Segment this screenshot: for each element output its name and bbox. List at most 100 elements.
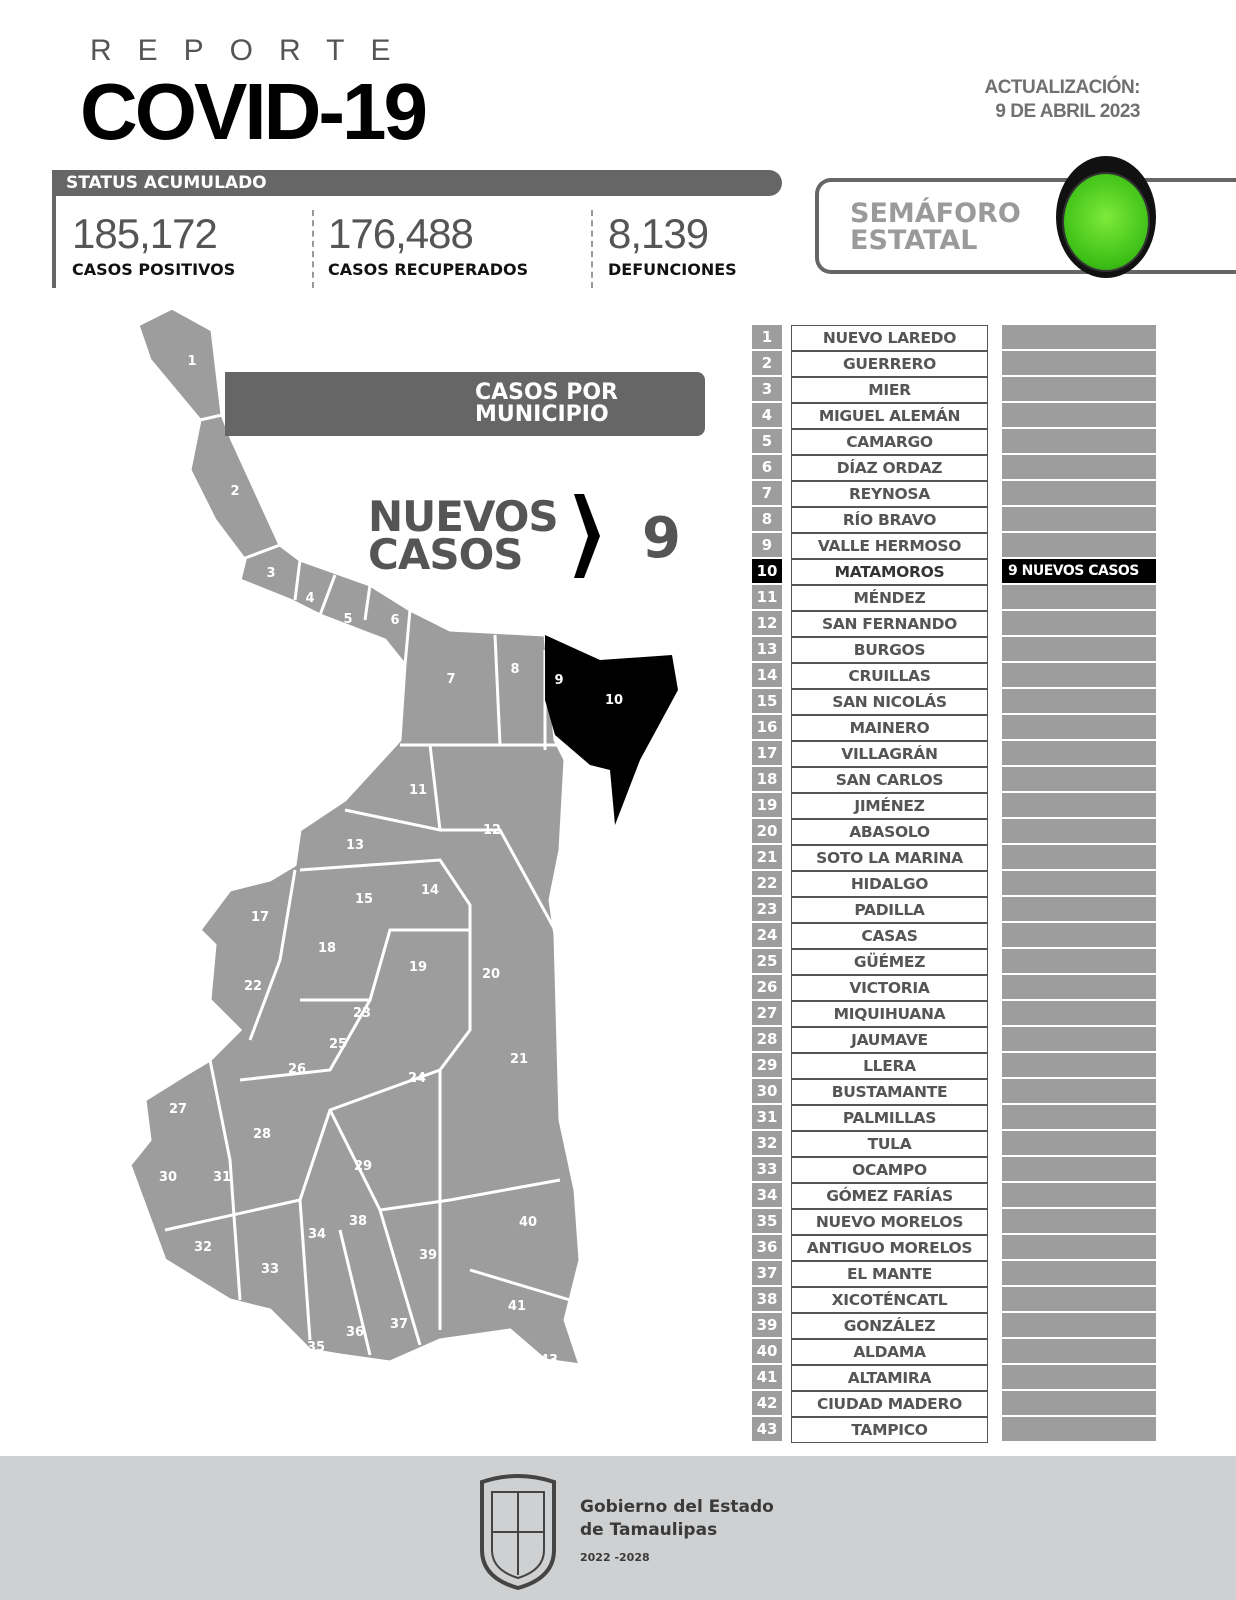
municipio-number: 24 <box>752 923 782 947</box>
map-label: 41 <box>508 1299 526 1314</box>
municipio-cases-bar <box>1002 845 1156 869</box>
municipio-number: 33 <box>752 1157 782 1181</box>
traffic-light-green-icon <box>1062 172 1150 272</box>
municipio-name: VALLE HERMOSO <box>791 533 988 559</box>
municipio-name: REYNOSA <box>791 481 988 507</box>
map-municipio-matamoros-highlight <box>545 635 678 825</box>
municipio-number: 13 <box>752 637 782 661</box>
municipio-name: SAN FERNANDO <box>791 611 988 637</box>
municipio-name: MIGUEL ALEMÁN <box>791 403 988 429</box>
map-state-shape <box>128 306 583 1367</box>
stat-value: 176,488 <box>328 210 474 257</box>
municipio-cases-bar <box>1002 975 1156 999</box>
update-info: ACTUALIZACIÓN: 9 DE ABRIL 2023 <box>984 76 1140 124</box>
nuevos-casos-label: NUEVOS CASOS <box>368 496 559 576</box>
municipio-name: TULA <box>791 1131 988 1157</box>
map-label: 8 <box>510 662 519 677</box>
municipio-number: 29 <box>752 1053 782 1077</box>
municipio-name: LLERA <box>791 1053 988 1079</box>
status-divider <box>52 196 56 288</box>
map-label: 2 <box>230 484 239 499</box>
map-label: 18 <box>318 941 336 956</box>
map-label: 34 <box>308 1227 326 1242</box>
map-label: 17 <box>251 910 269 925</box>
municipio-name: GONZÁLEZ <box>791 1313 988 1339</box>
municipio-name: NUEVO MORELOS <box>791 1209 988 1235</box>
chevron-right-icon <box>574 494 600 578</box>
stat-separator <box>591 210 593 288</box>
stat-value: 185,172 <box>72 210 218 257</box>
municipio-number: 34 <box>752 1183 782 1207</box>
update-label: ACTUALIZACIÓN: <box>984 77 1140 98</box>
municipio-name: OCAMPO <box>791 1157 988 1183</box>
municipio-number: 15 <box>752 689 782 713</box>
municipio-cases-bar <box>1002 481 1156 505</box>
municipio-name: ABASOLO <box>791 819 988 845</box>
casos-por-municipio-banner: CASOS POR MUNICIPIO <box>225 372 705 436</box>
stat-defunciones: 8,139 DEFUNCIONES <box>608 210 737 279</box>
municipio-number: 20 <box>752 819 782 843</box>
municipio-number: 2 <box>752 351 782 375</box>
municipio-name: CIUDAD MADERO <box>791 1391 988 1417</box>
municipio-number: 38 <box>752 1287 782 1311</box>
map-label: 29 <box>354 1159 372 1174</box>
tamaulipas-seal-logo <box>480 1474 556 1590</box>
municipio-cases-bar <box>1002 325 1156 349</box>
map-label: 43 <box>540 1353 558 1368</box>
map-label: 10 <box>605 693 623 708</box>
municipio-cases-bar <box>1002 1365 1156 1389</box>
municipio-number: 10 <box>752 559 782 583</box>
municipio-cases-bar <box>1002 949 1156 973</box>
municipio-number: 9 <box>752 533 782 557</box>
municipio-name: DÍAZ ORDAZ <box>791 455 988 481</box>
municipio-number: 3 <box>752 377 782 401</box>
semaforo-line2: ESTATAL <box>850 225 978 256</box>
status-header: STATUS ACUMULADO <box>52 170 782 196</box>
map-label: 15 <box>355 892 373 907</box>
municipio-cases-bar <box>1002 377 1156 401</box>
municipio-name: GÓMEZ FARÍAS <box>791 1183 988 1209</box>
map-borders <box>164 413 571 1356</box>
stat-value: 8,139 <box>608 210 709 257</box>
municipio-number: 37 <box>752 1261 782 1285</box>
municipio-name: PADILLA <box>791 897 988 923</box>
municipio-cases-bar <box>1002 767 1156 791</box>
map-label: 19 <box>409 960 427 975</box>
map-label: 42 <box>568 1326 586 1341</box>
map-label: 33 <box>261 1262 279 1277</box>
banner-line2: MUNICIPIO <box>475 402 609 427</box>
map-label: 27 <box>169 1102 187 1117</box>
municipio-name: VILLAGRÁN <box>791 741 988 767</box>
municipio-cases-bar <box>1002 611 1156 635</box>
municipio-number: 25 <box>752 949 782 973</box>
municipio-number: 1 <box>752 325 782 349</box>
municipio-name: MAINERO <box>791 715 988 741</box>
municipio-cases-bar <box>1002 663 1156 687</box>
stat-label: CASOS RECUPERADOS <box>328 260 529 279</box>
municipio-name: RÍO BRAVO <box>791 507 988 533</box>
report-kicker: REPORTE <box>90 34 417 67</box>
footer <box>0 1456 1236 1600</box>
municipio-name: MATAMOROS <box>791 559 988 585</box>
municipio-number: 27 <box>752 1001 782 1025</box>
municipio-number: 23 <box>752 897 782 921</box>
municipio-name: SOTO LA MARINA <box>791 845 988 871</box>
municipio-number: 21 <box>752 845 782 869</box>
semaforo-line1: SEMÁFORO <box>850 198 1021 229</box>
map-label: 24 <box>408 1071 426 1086</box>
map-label: 30 <box>159 1170 177 1185</box>
map-label: 39 <box>419 1248 437 1263</box>
municipio-name: NUEVO LAREDO <box>791 325 988 351</box>
municipio-number: 7 <box>752 481 782 505</box>
municipio-name: CASAS <box>791 923 988 949</box>
stat-positivos: 185,172 CASOS POSITIVOS <box>72 210 235 279</box>
municipio-cases-bar <box>1002 1027 1156 1051</box>
map-label: 40 <box>519 1215 537 1230</box>
municipio-number: 42 <box>752 1391 782 1415</box>
municipio-cases-bar <box>1002 923 1156 947</box>
municipio-name: GÜÉMEZ <box>791 949 988 975</box>
map-label: 37 <box>390 1317 408 1332</box>
municipio-number: 12 <box>752 611 782 635</box>
municipio-cases-bar <box>1002 1105 1156 1129</box>
